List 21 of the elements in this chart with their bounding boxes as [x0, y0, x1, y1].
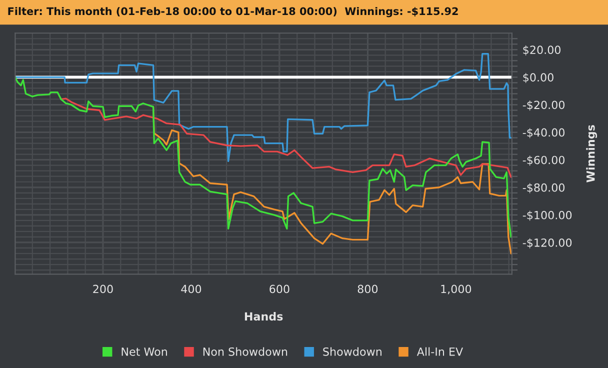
- x-tick-label: 400: [181, 284, 202, 294]
- y-tick-label: -$80.00: [522, 183, 564, 194]
- legend-label: All-In EV: [416, 347, 464, 356]
- y-axis-title: Winnings: [586, 125, 598, 182]
- y-tick-label: -$60.00: [522, 156, 564, 166]
- y-tick-label: $20.00: [523, 45, 560, 56]
- x-tick-label: 1,000: [441, 284, 472, 294]
- line-series: [60, 98, 512, 178]
- legend-label: Non Showdown: [203, 347, 288, 356]
- y-tick-label: -$120.00: [522, 238, 572, 248]
- legend-label: Net Won: [122, 348, 167, 356]
- chart-title: Filter: This month (01-Feb-18 00:00 to 01-Mar-18 00:00) Winnings: -$115.92: [8, 7, 458, 18]
- y-tick-label: -$20.00: [522, 100, 564, 111]
- legend-label: Showdown: [323, 347, 382, 356]
- y-tick-label: -$100.00: [522, 210, 572, 221]
- x-tick-label: 200: [93, 284, 113, 294]
- y-tick-label: $0.00: [523, 72, 554, 84]
- y-tick-label: -$40.00: [522, 128, 564, 138]
- x-tick-label: 600: [270, 284, 290, 294]
- x-tick-label: 800: [358, 284, 378, 294]
- x-axis-title: Hands: [244, 312, 283, 321]
